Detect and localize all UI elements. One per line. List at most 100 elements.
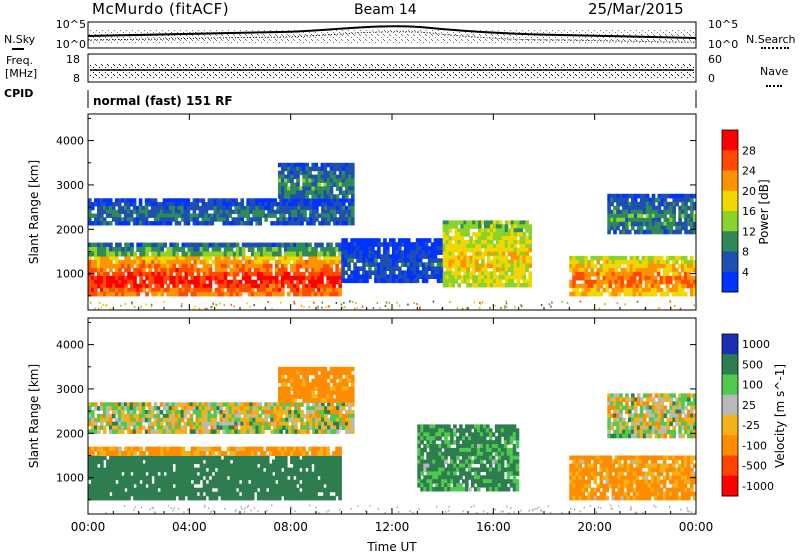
echo-cell xyxy=(235,247,240,252)
echo-cell xyxy=(323,259,327,265)
echo-cell xyxy=(460,275,464,280)
echo-cell xyxy=(519,251,524,257)
echo-cell xyxy=(174,217,179,222)
echo-cell xyxy=(157,271,161,277)
echo-cell xyxy=(278,259,282,265)
echo-cell xyxy=(312,417,316,423)
echo-cell xyxy=(237,205,241,211)
echo-cell xyxy=(636,205,641,211)
echo-cell xyxy=(628,209,632,215)
echo-cell xyxy=(466,224,470,229)
echo-cell xyxy=(269,479,273,485)
echo-cell xyxy=(424,246,429,251)
echo-cell xyxy=(619,221,623,227)
echo-cell xyxy=(454,275,459,280)
echo-cell xyxy=(460,240,464,245)
echo-cell xyxy=(91,413,95,419)
echo-cell xyxy=(345,410,349,415)
nave-label: Nave xyxy=(760,65,789,78)
echo-cell xyxy=(148,471,152,477)
echo-cell xyxy=(392,266,396,271)
echo-cell xyxy=(519,232,524,237)
echo-cell xyxy=(501,271,506,276)
echo-cell xyxy=(281,370,285,376)
echo-cell xyxy=(507,228,512,233)
ground-scatter-point xyxy=(355,301,357,304)
echo-cell xyxy=(636,225,641,231)
echo-cell xyxy=(314,242,318,248)
echo-cell xyxy=(279,217,283,222)
echo-cell xyxy=(433,258,438,263)
echo-cell xyxy=(335,275,339,281)
echo-cell xyxy=(189,421,194,427)
echo-cell xyxy=(291,209,295,215)
echo-cell xyxy=(332,483,336,489)
echo-cell xyxy=(276,429,280,434)
echo-cell xyxy=(650,271,655,277)
echo-cell xyxy=(234,417,238,423)
echo-cell xyxy=(214,271,219,277)
echo-cell xyxy=(192,217,197,222)
echo-cell xyxy=(148,287,152,293)
echo-cell xyxy=(151,495,155,501)
echo-cell xyxy=(321,410,325,415)
echo-cell xyxy=(633,205,638,211)
echo-cell xyxy=(460,267,464,272)
echo-cell xyxy=(150,209,155,215)
echo-cell xyxy=(587,263,591,269)
echo-cell xyxy=(368,246,372,251)
echo-cell xyxy=(345,209,349,215)
echo-cell xyxy=(633,193,638,199)
echo-cell xyxy=(109,279,113,285)
echo-cell xyxy=(278,374,282,380)
echo-cell xyxy=(638,263,643,269)
echo-cell xyxy=(335,491,339,497)
echo-cell xyxy=(638,279,643,285)
echo-cell xyxy=(290,174,294,180)
echo-cell xyxy=(202,251,207,257)
echo-cell xyxy=(151,271,155,277)
echo-cell xyxy=(270,429,274,434)
echo-cell xyxy=(611,287,616,293)
echo-cell xyxy=(317,267,321,273)
echo-cell xyxy=(460,255,464,261)
echo-cell xyxy=(172,242,176,248)
echo-cell xyxy=(139,491,143,497)
echo-cell xyxy=(195,402,200,407)
echo-cell xyxy=(356,242,360,247)
echo-cell xyxy=(332,275,336,281)
echo-cell xyxy=(144,209,149,215)
echo-cell xyxy=(293,467,297,473)
echo-cell xyxy=(180,213,185,218)
echo-cell xyxy=(103,455,107,461)
echo-cell xyxy=(112,459,116,465)
echo-cell xyxy=(160,491,164,497)
echo-cell xyxy=(232,455,237,461)
echo-cell xyxy=(442,232,447,237)
echo-cell xyxy=(88,406,92,411)
echo-cell xyxy=(368,250,372,255)
echo-cell xyxy=(177,213,182,218)
echo-cell xyxy=(106,247,110,252)
echo-cell xyxy=(115,446,119,452)
echo-cell xyxy=(223,251,228,257)
echo-cell xyxy=(351,209,355,215)
echo-cell xyxy=(622,229,626,235)
echo-cell xyxy=(281,374,285,380)
echo-cell xyxy=(144,410,149,415)
echo-cell xyxy=(272,487,276,493)
echo-cell xyxy=(317,170,322,176)
echo-cell xyxy=(584,283,588,289)
echo-cell xyxy=(687,213,691,219)
echo-cell xyxy=(522,259,527,265)
power-echo-layer xyxy=(88,162,696,310)
echo-cell xyxy=(299,186,303,191)
echo-cell xyxy=(326,475,330,481)
echo-cell xyxy=(235,291,240,297)
echo-cell xyxy=(154,459,158,465)
echo-cell xyxy=(124,479,128,485)
echo-cell xyxy=(112,463,116,469)
echo-cell xyxy=(223,479,228,485)
echo-cell xyxy=(213,217,218,222)
echo-cell xyxy=(693,201,696,207)
